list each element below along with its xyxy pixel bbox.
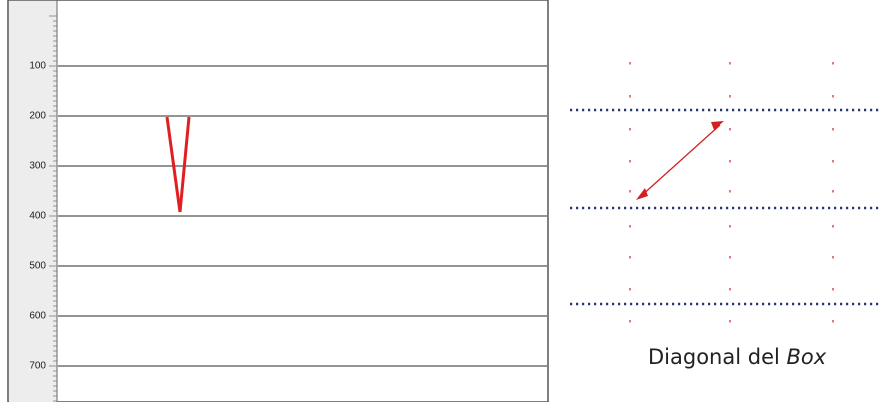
tick-label: 700 <box>29 361 46 372</box>
inline-dots <box>570 110 878 304</box>
arrow-head <box>711 121 724 130</box>
page: 100200300400500600700 Diagonal del Box (… <box>0 0 882 402</box>
panel-frame <box>8 0 548 402</box>
caption-text: Diagonal del <box>648 345 787 369</box>
tick-label: 300 <box>29 161 46 172</box>
tick-label: 200 <box>29 111 46 122</box>
arrow-line <box>640 125 720 197</box>
tick-label: 500 <box>29 261 46 272</box>
box-grid <box>570 62 878 323</box>
crossline-dots <box>630 62 833 323</box>
tick-label: 400 <box>29 211 46 222</box>
arrow-head <box>636 188 648 200</box>
tick-label: 100 <box>29 61 46 72</box>
tick-label: 600 <box>29 311 46 322</box>
diagonal-arrow <box>636 121 724 200</box>
figure: 100 200 300 400 500 600 700 Diagonal del Box <box>0 0 882 402</box>
caption-emphasis: Box <box>787 345 827 369</box>
caption: Diagonal del Box <box>648 345 827 369</box>
